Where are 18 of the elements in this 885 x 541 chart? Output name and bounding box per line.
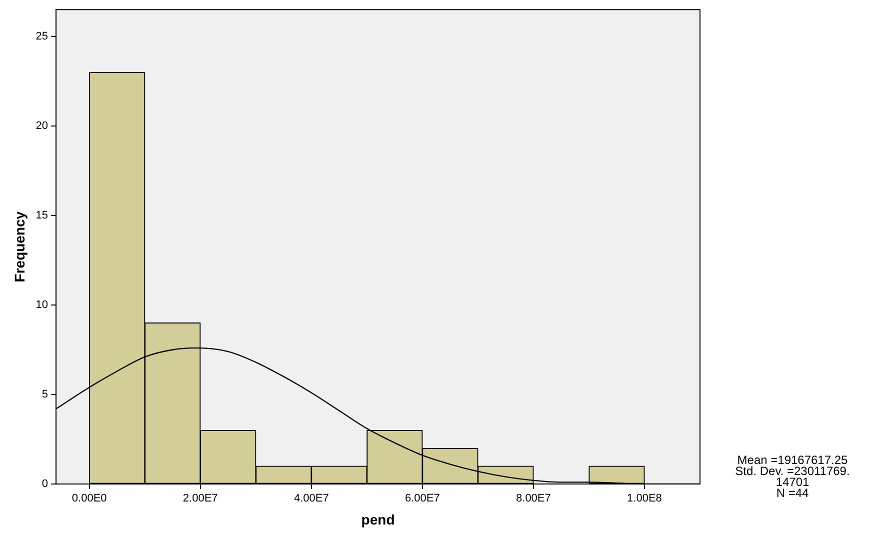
text: N =44 xyxy=(775,486,810,500)
x-axis-title: pend xyxy=(361,511,395,528)
x-tick-label: 2.00E7 xyxy=(182,492,218,505)
y-tick-label: 25 xyxy=(36,30,48,42)
x-tick-label: 8.00E7 xyxy=(516,492,551,505)
text: Std. Dev. =23011769. xyxy=(734,464,851,478)
y-axis-title: Frequency xyxy=(11,211,28,282)
y-tick-label: 10 xyxy=(36,299,48,312)
y-tick-label: 5 xyxy=(42,388,48,401)
x-tick-label: 4.00E7 xyxy=(294,492,329,505)
y-tick-label: 20 xyxy=(36,120,48,132)
x-tick-label: 0.00E0 xyxy=(72,492,107,505)
x-tick-label: 1.00E8 xyxy=(627,492,662,505)
text: Mean =19167617.25 xyxy=(737,453,848,467)
y-tick-label: 0 xyxy=(42,478,48,490)
y-tick-label: 15 xyxy=(36,210,48,222)
text: 14701 xyxy=(776,475,810,489)
x-tick-label: 6.00E7 xyxy=(404,492,440,505)
